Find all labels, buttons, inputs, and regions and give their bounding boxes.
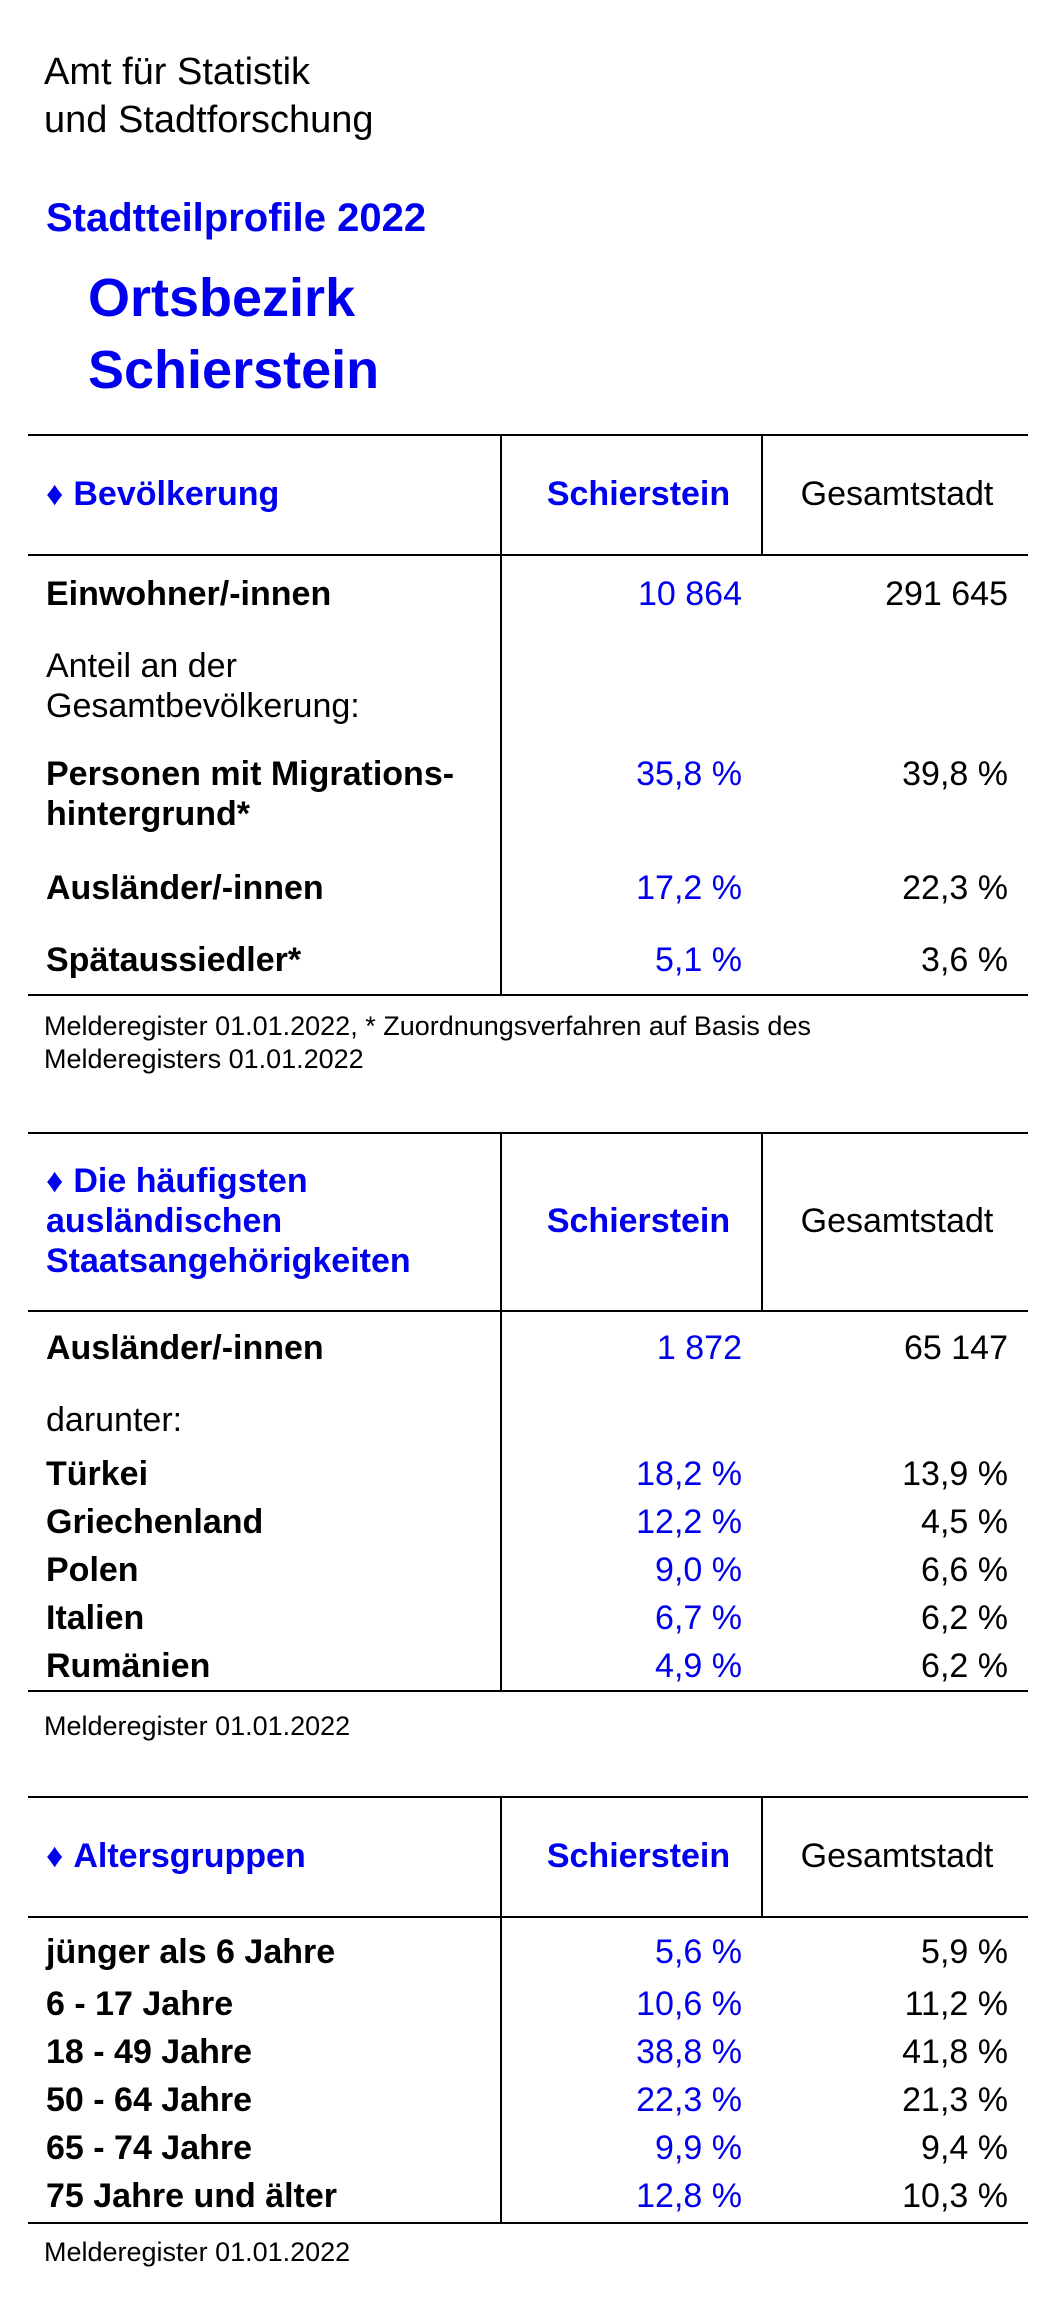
diamond-icon: ♦ bbox=[46, 1162, 64, 1200]
district-title-line-2: Schierstein bbox=[88, 340, 380, 400]
source-note: Melderegister 01.01.2022 bbox=[44, 2237, 351, 2267]
org-line-1: Amt für Statistik bbox=[44, 51, 311, 93]
table-top-rule bbox=[28, 1796, 1028, 1798]
column-header-schierstein: Schierstein bbox=[546, 474, 731, 513]
row-label: Anteil an der Gesamtbevölkerung: bbox=[46, 647, 360, 725]
value-schierstein: 10 864 bbox=[638, 575, 742, 613]
row-label: Rumänien bbox=[46, 1647, 211, 1685]
value-gesamtstadt: 5,9 % bbox=[921, 1933, 1008, 1971]
value-schierstein: 6,7 % bbox=[655, 1599, 742, 1637]
column-divider bbox=[500, 434, 502, 996]
section-altersgruppen: ♦ Altersgruppen Schierstein Gesamtstadt … bbox=[28, 1796, 1028, 2226]
row-label: Ausländer/-innen bbox=[46, 869, 324, 907]
header-bottom-rule bbox=[28, 554, 1028, 556]
header-column-divider bbox=[761, 1132, 763, 1310]
section-title: ♦ Altersgruppen bbox=[46, 1796, 516, 1916]
value-gesamtstadt: 11,2 % bbox=[904, 1985, 1008, 2023]
value-schierstein: 18,2 % bbox=[636, 1455, 742, 1493]
row-label: Italien bbox=[46, 1599, 145, 1637]
section-bevoelkerung: ♦ Bevölkerung Schierstein Gesamtstadt Ei… bbox=[28, 434, 1028, 1004]
table-top-rule bbox=[28, 434, 1028, 436]
value-schierstein: 12,8 % bbox=[636, 2177, 742, 2215]
row-label: 18 - 49 Jahre bbox=[46, 2033, 253, 2071]
row-label: Personen mit Migrations-hintergrund* bbox=[46, 755, 455, 833]
section-title-text: Die häufigsten ausländischen Staatsangeh… bbox=[46, 1162, 411, 1280]
row-label: jünger als 6 Jahre bbox=[46, 1933, 336, 1971]
org-line-2: und Stadtforschung bbox=[44, 99, 374, 141]
header-bottom-rule bbox=[28, 1916, 1028, 1918]
table-top-rule bbox=[28, 1132, 1028, 1134]
value-gesamtstadt: 9,4 % bbox=[921, 2129, 1008, 2167]
header-column-divider bbox=[761, 434, 763, 554]
section-title: ♦ Bevölkerung bbox=[46, 434, 516, 554]
diamond-icon: ♦ bbox=[46, 1837, 64, 1875]
value-schierstein: 1 872 bbox=[656, 1329, 742, 1367]
value-gesamtstadt: 10,3 % bbox=[902, 2177, 1008, 2215]
value-schierstein: 4,9 % bbox=[655, 1647, 742, 1685]
source-note: Melderegister 01.01.2022, * Zuordnungsve… bbox=[44, 1011, 811, 1074]
section-staatsangehoerigkeiten: ♦ Die häufigsten ausländischen Staatsange… bbox=[28, 1132, 1028, 1697]
row-label: Türkei bbox=[46, 1455, 149, 1493]
section-title: ♦ Die häufigsten ausländischen Staatsange… bbox=[46, 1132, 516, 1310]
table-bottom-rule bbox=[28, 994, 1028, 996]
value-gesamtstadt: 291 645 bbox=[885, 575, 1008, 613]
value-schierstein: 9,9 % bbox=[655, 2129, 742, 2167]
row-label: Einwohner/-innen bbox=[46, 575, 332, 613]
value-gesamtstadt: 6,2 % bbox=[921, 1599, 1008, 1637]
value-schierstein: 35,8 % bbox=[636, 755, 742, 793]
column-header-schierstein: Schierstein bbox=[546, 1201, 731, 1240]
column-divider bbox=[500, 1132, 502, 1692]
value-gesamtstadt: 65 147 bbox=[904, 1329, 1008, 1367]
table-bottom-rule bbox=[28, 2222, 1028, 2224]
value-gesamtstadt: 41,8 % bbox=[902, 2033, 1008, 2071]
row-label: 6 - 17 Jahre bbox=[46, 1985, 234, 2023]
header-bottom-rule bbox=[28, 1310, 1028, 1312]
row-label: 75 Jahre und älter bbox=[46, 2177, 338, 2215]
value-gesamtstadt: 4,5 % bbox=[921, 1503, 1008, 1541]
row-label: Polen bbox=[46, 1551, 139, 1589]
value-schierstein: 5,1 % bbox=[655, 941, 742, 979]
row-label: Griechenland bbox=[46, 1503, 264, 1541]
column-header-gesamtstadt: Gesamtstadt bbox=[800, 1201, 994, 1240]
row-label: Spätaussiedler* bbox=[46, 941, 302, 979]
district-title-line-1: Ortsbezirk bbox=[88, 268, 356, 328]
district-title: Ortsbezirk Schierstein bbox=[88, 262, 379, 406]
value-gesamtstadt: 22,3 % bbox=[902, 869, 1008, 907]
value-gesamtstadt: 39,8 % bbox=[902, 755, 1008, 793]
column-divider bbox=[500, 1796, 502, 2224]
value-schierstein: 10,6 % bbox=[636, 1985, 742, 2023]
value-schierstein: 38,8 % bbox=[636, 2033, 742, 2071]
row-label: 65 - 74 Jahre bbox=[46, 2129, 253, 2167]
header-column-divider bbox=[761, 1796, 763, 1916]
column-header-gesamtstadt: Gesamtstadt bbox=[800, 474, 994, 513]
organization-name: Amt für Statistik und Stadtforschung bbox=[44, 48, 374, 144]
section-title-text: Altersgruppen bbox=[73, 1837, 306, 1875]
value-gesamtstadt: 21,3 % bbox=[902, 2081, 1008, 2119]
value-gesamtstadt: 6,6 % bbox=[921, 1551, 1008, 1589]
diamond-icon: ♦ bbox=[46, 475, 64, 513]
value-gesamtstadt: 3,6 % bbox=[921, 941, 1008, 979]
row-label: Ausländer/-innen bbox=[46, 1329, 324, 1367]
section-title-wrap: ♦ Die häufigsten ausländischen Staatsange… bbox=[46, 1161, 446, 1281]
value-schierstein: 12,2 % bbox=[636, 1503, 742, 1541]
row-label: darunter: bbox=[46, 1401, 183, 1439]
source-note: Melderegister 01.01.2022 bbox=[44, 1711, 351, 1741]
report-subtitle: Stadtteilprofile 2022 bbox=[46, 196, 427, 240]
column-header-schierstein: Schierstein bbox=[546, 1836, 731, 1875]
value-schierstein: 5,6 % bbox=[655, 1933, 742, 1971]
value-schierstein: 17,2 % bbox=[636, 869, 742, 907]
value-gesamtstadt: 6,2 % bbox=[921, 1647, 1008, 1685]
table-bottom-rule bbox=[28, 1690, 1028, 1692]
section-title-text: Bevölkerung bbox=[73, 475, 280, 513]
value-gesamtstadt: 13,9 % bbox=[902, 1455, 1008, 1493]
value-schierstein: 22,3 % bbox=[636, 2081, 742, 2119]
value-schierstein: 9,0 % bbox=[655, 1551, 742, 1589]
column-header-gesamtstadt: Gesamtstadt bbox=[800, 1836, 994, 1875]
row-label: 50 - 64 Jahre bbox=[46, 2081, 253, 2119]
